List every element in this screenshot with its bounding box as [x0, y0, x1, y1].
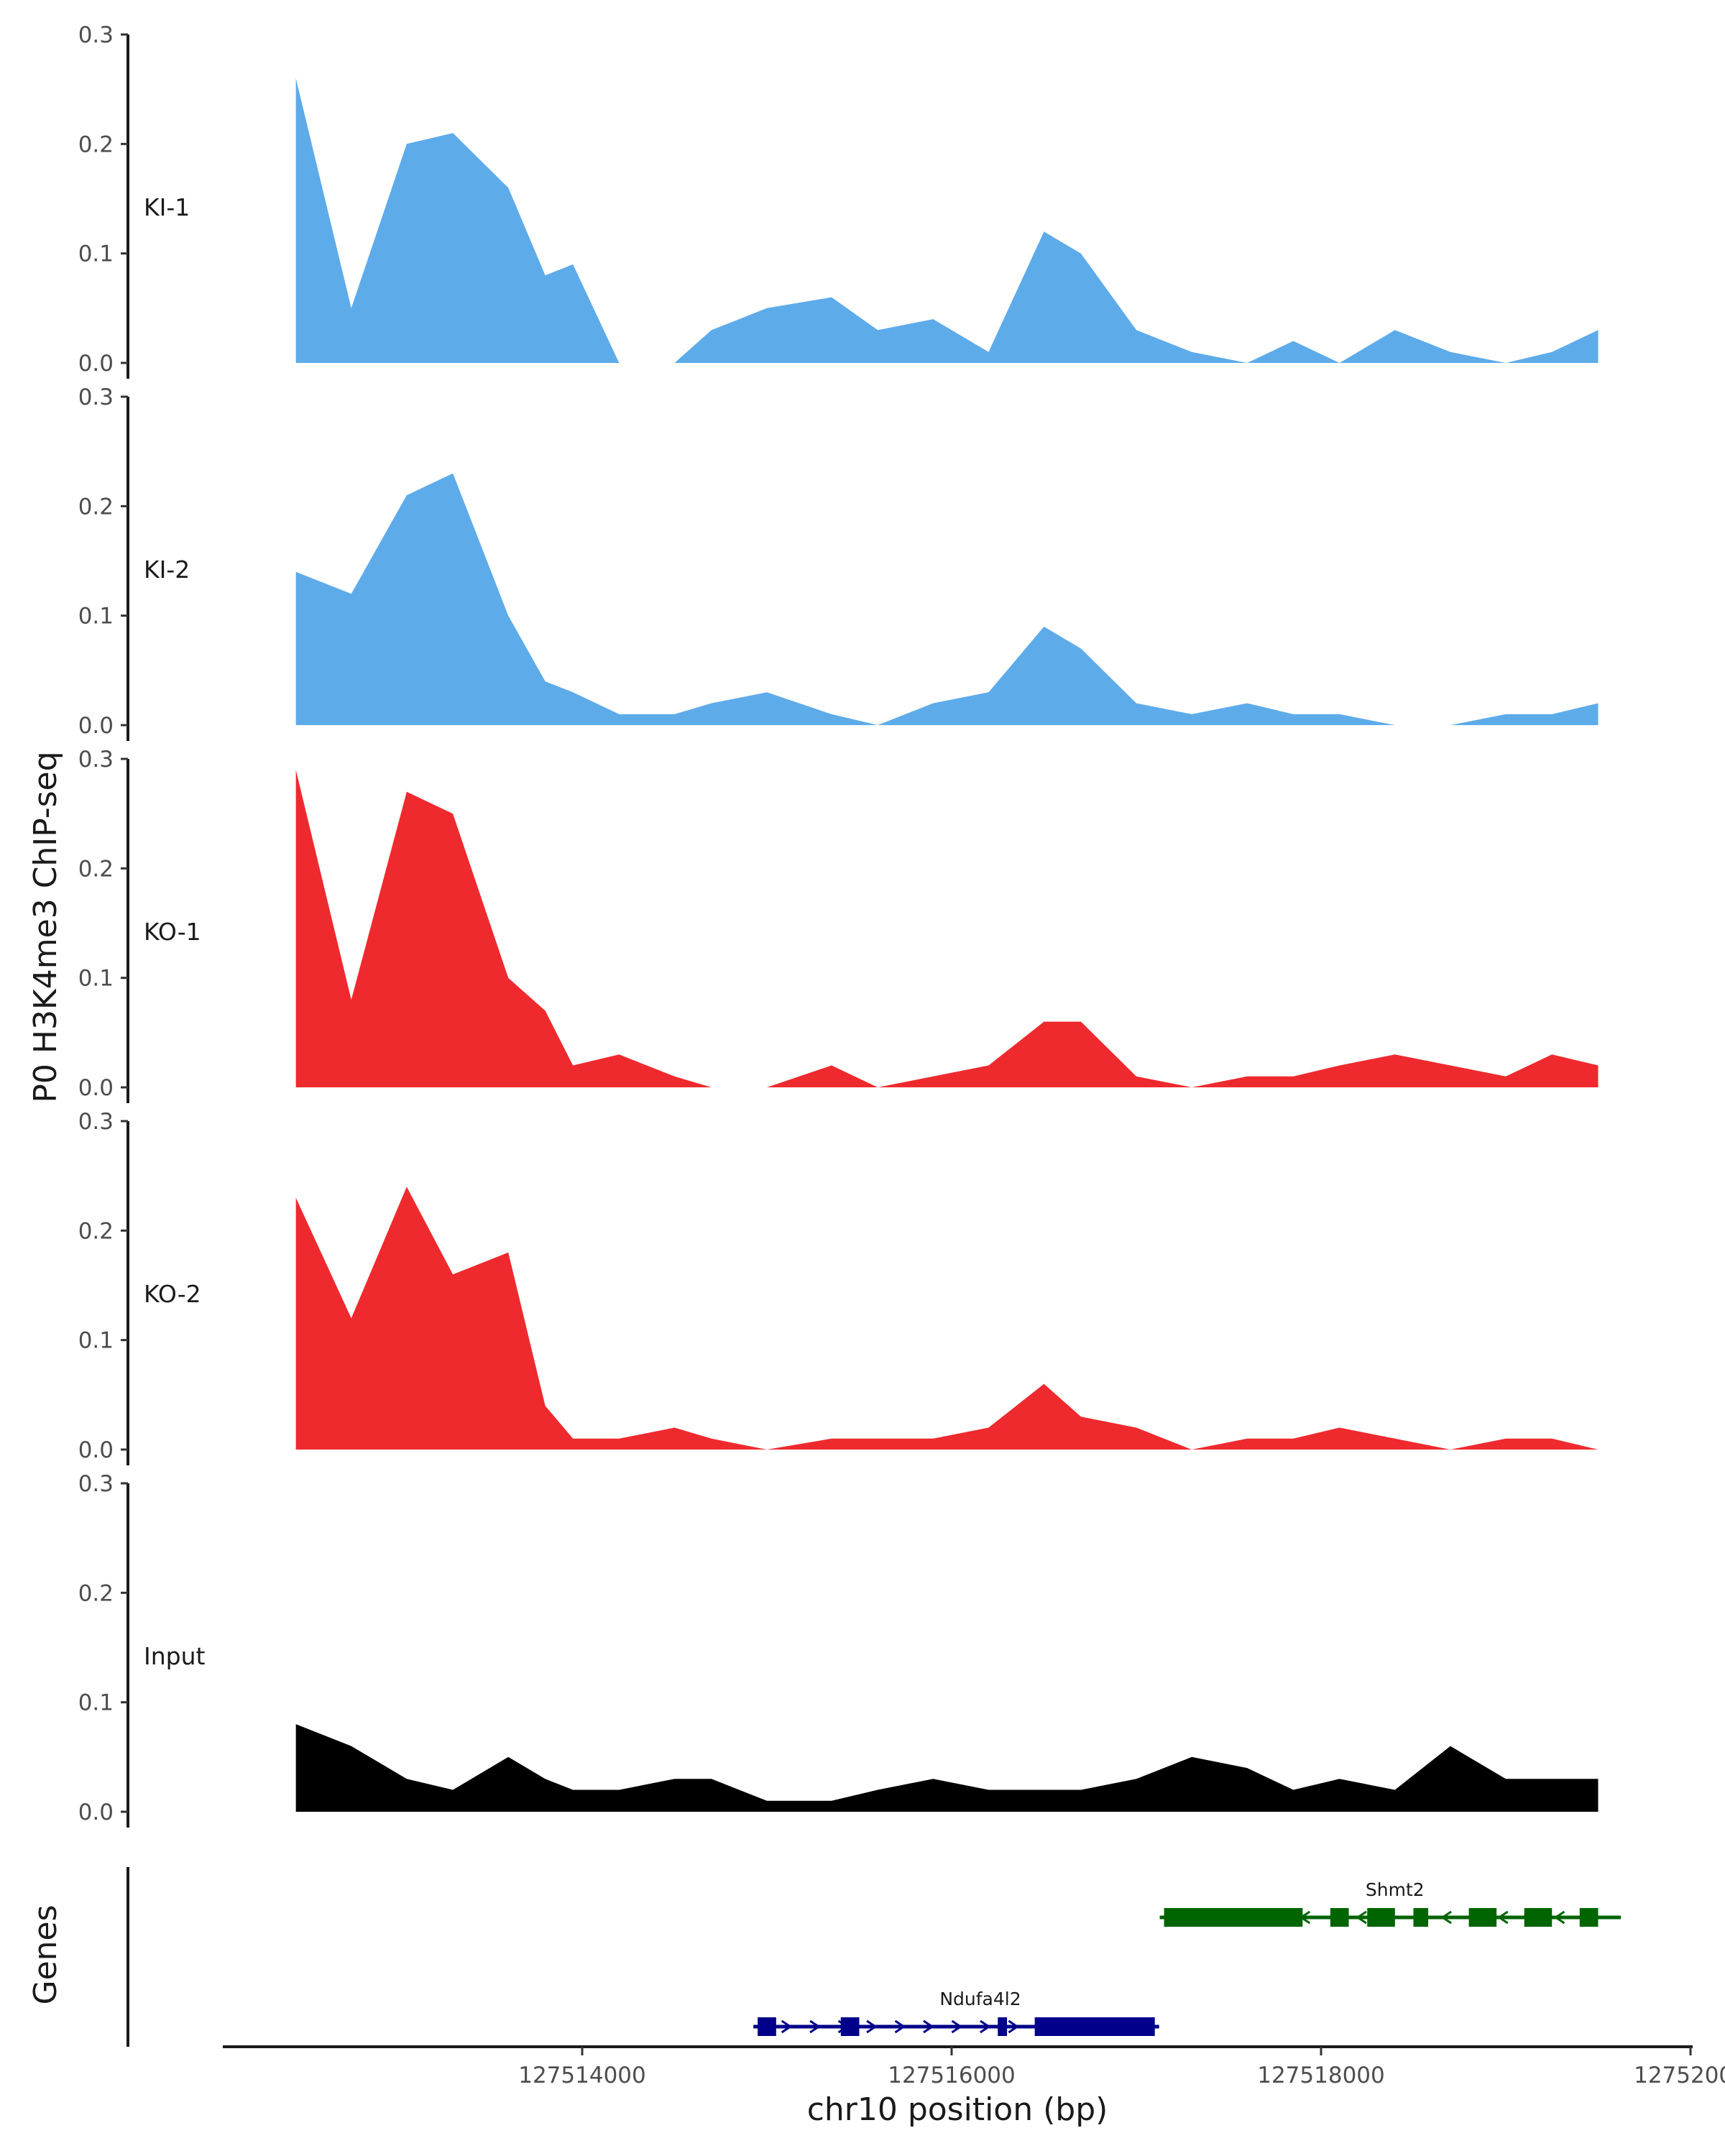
gene-exon [1034, 2017, 1155, 2036]
y-tick-label: 0.1 [78, 1690, 114, 1716]
strand-arrow [1440, 1910, 1452, 1925]
gene-exon [1524, 1908, 1552, 1927]
y-axis-title: P0 H3K4me3 ChIP-seq [27, 751, 64, 1102]
y-tick-label: 0.3 [78, 22, 114, 48]
gene-name-label: Ndufa4l2 [939, 1989, 1021, 2009]
signal-area-ki-1 [295, 78, 1598, 364]
y-tick-label: 0.0 [78, 351, 114, 377]
gene-exon [1413, 1908, 1429, 1927]
y-tick-label: 0.0 [78, 713, 114, 739]
track-label: KI-2 [144, 556, 190, 584]
y-tick-label: 0.2 [78, 494, 114, 520]
strand-arrow [894, 2019, 906, 2034]
signal-area-ko-2 [295, 1187, 1598, 1450]
genes-panel: Genes Ndufa4l2 Shmt2 [27, 1867, 1622, 2047]
track-ko-1: 0.0 0.1 0.2 0.3 KO-1 [78, 747, 1598, 1103]
track-ko-2: 0.0 0.1 0.2 0.3 KO-2 [78, 1109, 1598, 1465]
x-tick-label: 127518000 [1257, 2063, 1385, 2088]
track-input: 0.0 0.1 0.2 0.3 Input [78, 1471, 1598, 1828]
gene-exon [1367, 1908, 1395, 1927]
y-tick-label: 0.0 [78, 1075, 114, 1101]
signal-area-ko-1 [295, 770, 1598, 1087]
y-tick-label: 0.1 [78, 1328, 114, 1354]
gene-shmt2: Shmt2 [1159, 1879, 1622, 1927]
gene-exon [998, 2017, 1008, 2036]
y-tick-label: 0.3 [78, 1471, 114, 1497]
gene-exon [758, 2017, 776, 2036]
y-tick-label: 0.2 [78, 856, 114, 882]
strand-arrow [1497, 1910, 1509, 1925]
strand-arrow [923, 2019, 934, 2034]
track-panels: 0.00.10.20.3KI-10.00.10.20.3KI-20.00.10.… [78, 22, 1598, 1828]
y-tick-label: 0.1 [78, 966, 114, 992]
gene-exon [1579, 1908, 1598, 1927]
y-tick-label: 0.0 [78, 1800, 114, 1825]
y-tick-label: 0.2 [78, 1580, 114, 1606]
y-tick-label: 0.3 [78, 1109, 114, 1135]
x-axis-title: chr10 position (bp) [807, 2091, 1108, 2128]
signal-area-ki-2 [295, 473, 1598, 725]
strand-arrow [809, 2019, 821, 2034]
x-tick-label: 12752000 [1634, 2063, 1725, 2088]
strand-arrow [951, 2019, 963, 2034]
track-ki-2: 0.0 0.1 0.2 0.3 KI-2 [78, 384, 1598, 741]
strand-arrow [866, 2019, 878, 2034]
gene-exon [1330, 1908, 1349, 1927]
strand-arrow [1008, 2019, 1020, 2034]
y-tick-label: 0.2 [78, 132, 114, 157]
y-tick-label: 0.3 [78, 747, 114, 773]
track-label: Input [144, 1642, 206, 1670]
gene-exon [840, 2017, 860, 2036]
gene-exon [1164, 1908, 1303, 1927]
track-label: KO-1 [144, 918, 201, 946]
strand-arrow [1356, 1910, 1367, 1925]
y-tick-label: 0.1 [78, 241, 114, 267]
x-tick-label: 127516000 [888, 2063, 1016, 2088]
gene-models: Ndufa4l2 Shmt2 [753, 1879, 1622, 2036]
track-label: KO-2 [144, 1280, 201, 1308]
track-label: KI-1 [144, 193, 190, 221]
y-tick-label: 0.1 [78, 604, 114, 630]
y-tick-label: 0.3 [78, 384, 114, 410]
strand-arrow [781, 2019, 793, 2034]
x-axis: 127514000 127516000 127518000 12752000 [223, 2045, 1725, 2088]
strand-arrow [1553, 1910, 1565, 1925]
x-tick-label: 127514000 [518, 2063, 646, 2088]
y-tick-label: 0.2 [78, 1218, 114, 1244]
strand-arrow [980, 2019, 991, 2034]
gene-exon [1468, 1908, 1497, 1927]
genes-axis-title: Genes [27, 1904, 64, 2004]
gene-name-label: Shmt2 [1366, 1879, 1425, 1900]
signal-area-input [295, 1724, 1598, 1812]
gene-ndufa4l2: Ndufa4l2 [753, 1989, 1159, 2036]
track-ki-1: 0.0 0.1 0.2 0.3 KI-1 [78, 22, 1598, 379]
y-tick-label: 0.0 [78, 1437, 114, 1463]
